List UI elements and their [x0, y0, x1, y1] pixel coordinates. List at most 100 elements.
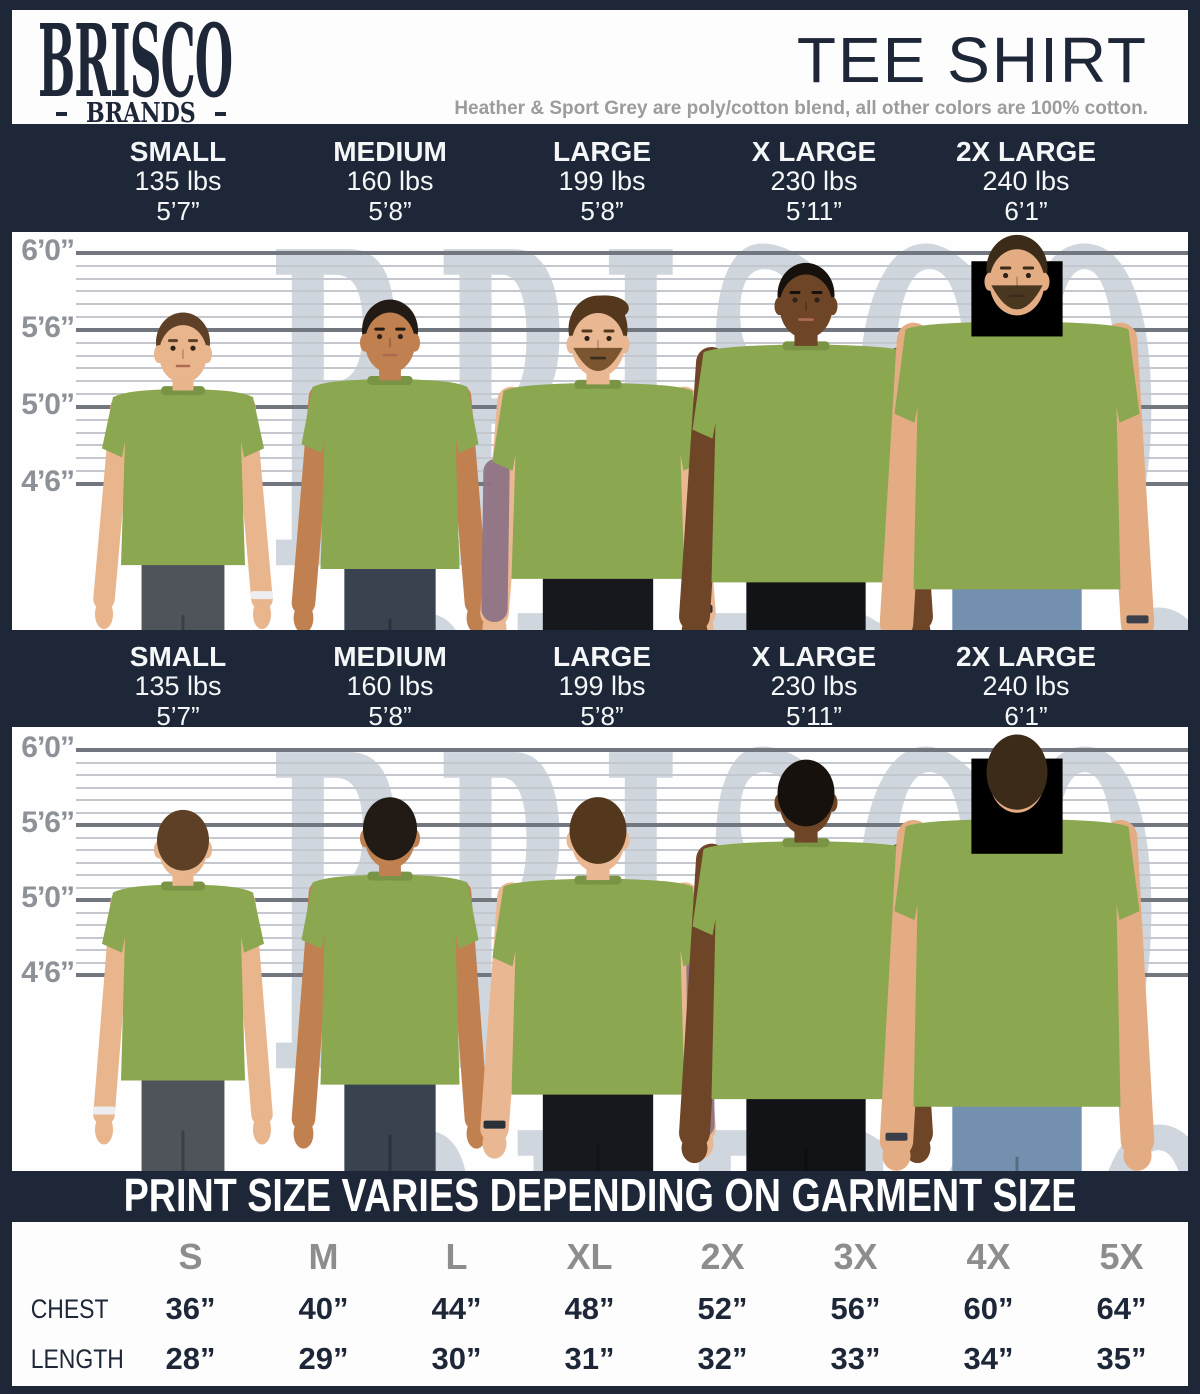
model-figures-front: [93, 234, 1155, 630]
size-height: 5’11”: [786, 195, 842, 226]
height-line-66in: [76, 823, 1188, 827]
size-label-x-large: X LARGE 230 lbs 5’11”: [708, 641, 920, 730]
size-label-medium: MEDIUM 160 lbs 5’8”: [284, 641, 496, 730]
size-weight: 199 lbs: [558, 671, 646, 702]
size-label-x-large: X LARGE 230 lbs 5’11”: [708, 136, 920, 232]
measurement-value: 40”: [298, 1291, 349, 1326]
height-line-64in: [76, 849, 1188, 851]
height-label-60in: 5’0”: [21, 881, 75, 914]
measurement-value: 31”: [564, 1341, 615, 1376]
model-figures-back: [93, 734, 1155, 1171]
size-height: 5’8”: [368, 195, 412, 226]
size-height: 5’7”: [156, 195, 200, 226]
print-size-note: PRINT SIZE VARIES DEPENDING ON GARMENT S…: [123, 1168, 1077, 1221]
size-label-small: SMALL 135 lbs 5’7”: [72, 136, 284, 232]
column-header-3x: 3X: [833, 1236, 878, 1277]
table-row-chest: CHEST 36” 40” 44” 48” 52” 56” 60” 64”: [12, 1284, 1188, 1334]
size-name: LARGE: [553, 641, 651, 672]
height-line-66in: [76, 327, 1188, 332]
logo-word-brisco: BRISCO: [38, 2, 233, 120]
size-weight: 135 lbs: [134, 166, 222, 197]
row-label: CHEST: [30, 1293, 109, 1324]
height-line-62in: [76, 380, 1188, 383]
model-small-back: [93, 809, 273, 1171]
size-weight: 160 lbs: [346, 166, 434, 197]
column-header-4x: 4X: [966, 1236, 1011, 1277]
size-name: SMALL: [129, 136, 227, 167]
size-height: 5’8”: [368, 700, 412, 731]
column-header-2x: 2X: [700, 1236, 745, 1277]
size-band-front: SMALL 135 lbs 5’7” MEDIUM 160 lbs 5’8” LARGE 19…: [0, 124, 1200, 232]
height-line-70in: [76, 277, 1188, 280]
model-medium-front: [291, 299, 489, 630]
measurement-value: 32”: [697, 1341, 748, 1376]
lineup-photo-back: BRISCOBRISCO6’0”5’6”5’0”4’6”: [12, 727, 1188, 1171]
size-weight: 240 lbs: [982, 671, 1070, 702]
height-line-67in: [76, 316, 1188, 319]
size-label-medium: MEDIUM 160 lbs 5’8”: [284, 136, 496, 232]
measurement-value: 36”: [165, 1291, 216, 1326]
height-line-67in: [76, 811, 1188, 814]
column-header-xl: XL: [566, 1236, 613, 1277]
size-name: LARGE: [553, 136, 651, 167]
height-line-68in: [76, 303, 1188, 306]
row-label: LENGTH: [30, 1343, 124, 1374]
measurement-value: 44”: [431, 1291, 482, 1326]
size-height: 5’7”: [156, 700, 200, 731]
size-label-large: LARGE 199 lbs 5’8”: [496, 641, 708, 730]
model-2x-large-back: [879, 734, 1155, 1171]
height-label-66in: 5’6”: [21, 806, 75, 839]
print-size-band: PRINT SIZE VARIES DEPENDING ON GARMENT S…: [0, 1169, 1200, 1221]
measurement-value: 29”: [298, 1341, 349, 1376]
model-large-front: [480, 295, 716, 630]
height-label-66in: 5’6”: [21, 310, 75, 344]
height-label-54in: 4’6”: [21, 956, 75, 989]
height-label-72in: 6’0”: [21, 234, 75, 267]
measurement-value: 52”: [697, 1291, 748, 1326]
measurement-value: 33”: [830, 1341, 881, 1376]
height-label-60in: 5’0”: [21, 387, 75, 421]
measurement-value: 56”: [830, 1291, 881, 1326]
size-weight: 135 lbs: [134, 671, 222, 702]
size-weight: 199 lbs: [558, 166, 646, 197]
height-line-69in: [76, 290, 1188, 293]
column-header-l: L: [445, 1236, 468, 1277]
column-header-5x: 5X: [1099, 1236, 1144, 1277]
measurement-value: 48”: [564, 1291, 615, 1326]
measurement-value: 64”: [1096, 1291, 1147, 1326]
measurement-value: 28”: [165, 1341, 216, 1376]
model-medium-back: [291, 797, 489, 1171]
height-line-65in: [76, 341, 1188, 344]
size-name: MEDIUM: [333, 641, 447, 672]
column-header-s: S: [178, 1236, 203, 1277]
size-name: X LARGE: [751, 641, 877, 672]
size-weight: 230 lbs: [770, 166, 858, 197]
height-line-63in: [76, 861, 1188, 864]
measurement-table: S M L XL 2X 3X 4X 5X CHEST 36” 40” 44” 48” 52” 56” 60” 6…: [12, 1222, 1188, 1386]
size-weight: 240 lbs: [982, 166, 1070, 197]
height-line-70in: [76, 774, 1188, 776]
size-label-small: SMALL 135 lbs 5’7”: [72, 641, 284, 730]
table-row-length: LENGTH 28” 29” 30” 31” 32” 33” 34” 35”: [12, 1334, 1188, 1384]
column-header-m: M: [308, 1236, 339, 1277]
model-2x-large-front: [879, 234, 1155, 630]
size-height: 6’1”: [1004, 700, 1048, 731]
table-header-row: S M L XL 2X 3X 4X 5X: [12, 1230, 1188, 1284]
size-height: 6’1”: [1004, 195, 1048, 226]
size-height: 5’11”: [786, 700, 842, 731]
size-label-2x-large: 2X LARGE 240 lbs 6’1”: [920, 641, 1132, 730]
header: BRISCO BRANDS TEE SHIRT Heather & Sport …: [12, 2, 1188, 129]
height-label-54in: 4’6”: [21, 464, 75, 498]
height-line-65in: [76, 836, 1188, 839]
size-label-2x-large: 2X LARGE 240 lbs 6’1”: [920, 136, 1132, 232]
height-label-72in: 6’0”: [21, 731, 75, 764]
size-weight: 160 lbs: [346, 671, 434, 702]
measurement-value: 35”: [1096, 1341, 1147, 1376]
height-line-63in: [76, 367, 1188, 370]
height-line-68in: [76, 799, 1188, 801]
fabric-note: Heather & Sport Grey are poly/cotton ble…: [454, 98, 1148, 119]
measurement-value: 34”: [963, 1341, 1014, 1376]
size-weight: 230 lbs: [770, 671, 858, 702]
height-line-71in: [76, 264, 1188, 267]
